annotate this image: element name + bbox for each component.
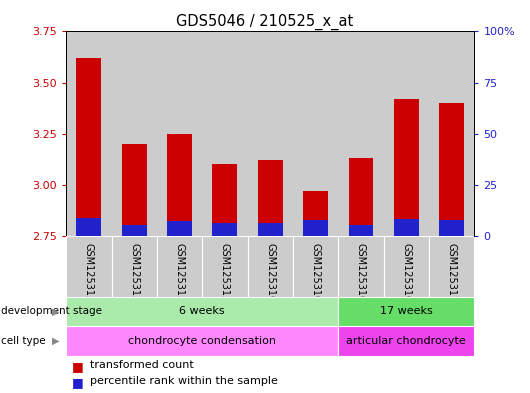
Bar [112, 236, 157, 297]
Text: percentile rank within the sample: percentile rank within the sample [90, 376, 278, 386]
Text: development stage: development stage [1, 307, 102, 316]
Bar [66, 297, 338, 326]
Bar [112, 31, 157, 236]
Bar [76, 58, 101, 236]
Bar [439, 103, 464, 236]
Text: GSM1253170: GSM1253170 [447, 243, 457, 309]
Bar [157, 236, 202, 297]
Bar [167, 134, 192, 236]
Bar [76, 219, 101, 236]
Bar [394, 219, 419, 236]
Text: transformed count: transformed count [90, 360, 194, 369]
Bar [303, 191, 328, 236]
Text: ▶: ▶ [52, 307, 60, 316]
Text: cell type: cell type [1, 336, 46, 346]
Bar [202, 236, 248, 297]
Bar [122, 144, 147, 236]
Bar [338, 31, 384, 236]
Bar [384, 31, 429, 236]
Bar [439, 220, 464, 236]
Bar [429, 236, 474, 297]
Bar [429, 31, 474, 236]
Bar [394, 99, 419, 236]
Text: 17 weeks: 17 weeks [380, 307, 432, 316]
Bar [202, 31, 248, 236]
Text: ■: ■ [72, 376, 83, 389]
Text: 6 weeks: 6 weeks [180, 307, 225, 316]
Bar [258, 160, 283, 236]
Text: GDS5046 / 210525_x_at: GDS5046 / 210525_x_at [176, 14, 354, 30]
Bar [293, 31, 338, 236]
Bar [248, 31, 293, 236]
Bar [66, 236, 112, 297]
Bar [213, 222, 237, 236]
Text: ■: ■ [72, 360, 83, 373]
Bar [384, 236, 429, 297]
Bar [248, 236, 293, 297]
Bar [66, 326, 338, 356]
Text: GSM1253169: GSM1253169 [401, 243, 411, 309]
Bar [349, 224, 374, 236]
Bar [122, 224, 147, 236]
Bar [293, 236, 338, 297]
Bar [349, 158, 374, 236]
Text: GSM1253157: GSM1253157 [129, 243, 139, 309]
Text: chondrocyte condensation: chondrocyte condensation [128, 336, 276, 346]
Bar [338, 236, 384, 297]
Bar [338, 326, 474, 356]
Text: ▶: ▶ [52, 336, 60, 346]
Bar [157, 31, 202, 236]
Text: GSM1253161: GSM1253161 [311, 243, 321, 309]
Bar [66, 31, 112, 236]
Text: GSM1253160: GSM1253160 [266, 243, 275, 309]
Text: GSM1253158: GSM1253158 [174, 243, 184, 309]
Bar [338, 297, 474, 326]
Text: GSM1253156: GSM1253156 [84, 243, 94, 309]
Bar [167, 222, 192, 236]
Bar [303, 220, 328, 236]
Text: GSM1253159: GSM1253159 [220, 243, 230, 309]
Bar [258, 222, 283, 236]
Bar [213, 164, 237, 236]
Text: articular chondrocyte: articular chondrocyte [347, 336, 466, 346]
Text: GSM1253168: GSM1253168 [356, 243, 366, 309]
